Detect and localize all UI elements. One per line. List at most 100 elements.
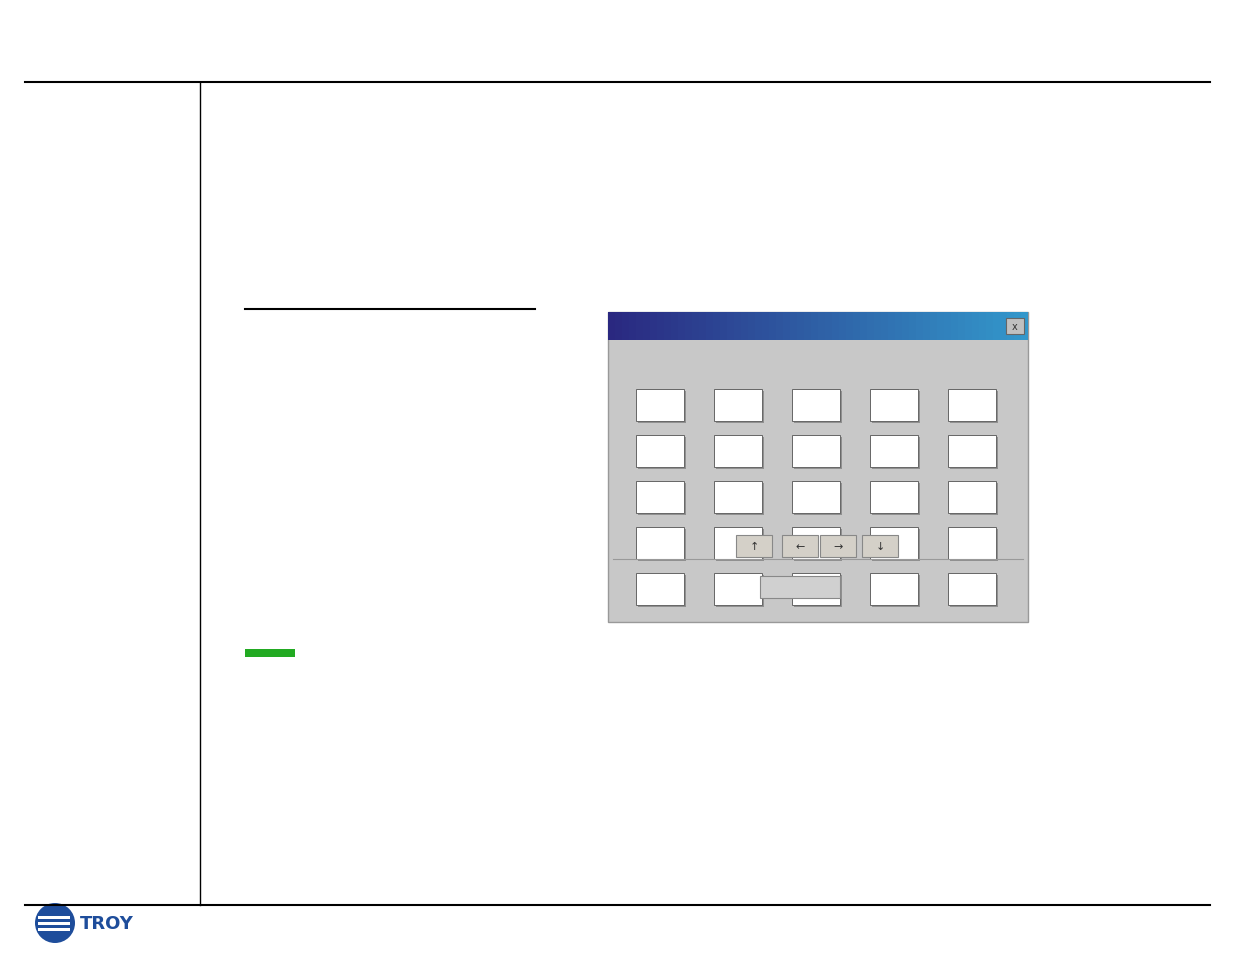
- Bar: [716, 392, 764, 423]
- Bar: [638, 483, 685, 516]
- Bar: [608, 313, 615, 340]
- Bar: [622, 313, 629, 340]
- Bar: [762, 313, 769, 340]
- Bar: [245, 649, 295, 658]
- Bar: [714, 574, 762, 605]
- Bar: [948, 481, 995, 514]
- Bar: [714, 436, 762, 468]
- Bar: [716, 576, 764, 607]
- Bar: [869, 436, 918, 468]
- Bar: [820, 536, 856, 558]
- Bar: [832, 313, 839, 340]
- Bar: [671, 313, 678, 340]
- Bar: [951, 313, 958, 340]
- Bar: [818, 313, 825, 340]
- Bar: [769, 313, 776, 340]
- Bar: [38, 916, 70, 919]
- Bar: [872, 437, 920, 470]
- Bar: [699, 313, 706, 340]
- Bar: [888, 313, 895, 340]
- Bar: [872, 483, 920, 516]
- Bar: [958, 313, 965, 340]
- Text: ↑: ↑: [750, 541, 758, 552]
- Bar: [716, 437, 764, 470]
- Bar: [636, 436, 684, 468]
- Bar: [714, 390, 762, 421]
- Bar: [950, 530, 998, 561]
- Bar: [804, 313, 811, 340]
- Bar: [713, 313, 720, 340]
- Bar: [869, 390, 918, 421]
- Bar: [790, 313, 797, 340]
- Bar: [755, 313, 762, 340]
- Bar: [748, 313, 755, 340]
- Bar: [1014, 313, 1021, 340]
- Bar: [760, 577, 840, 598]
- Bar: [979, 313, 986, 340]
- Bar: [965, 313, 972, 340]
- Bar: [872, 576, 920, 607]
- Bar: [948, 390, 995, 421]
- Bar: [776, 313, 783, 340]
- Bar: [794, 437, 842, 470]
- Bar: [948, 436, 995, 468]
- Bar: [650, 313, 657, 340]
- Bar: [608, 313, 1028, 622]
- Bar: [937, 313, 944, 340]
- Bar: [862, 536, 898, 558]
- Bar: [839, 313, 846, 340]
- Bar: [678, 313, 685, 340]
- Bar: [916, 313, 923, 340]
- Bar: [636, 527, 684, 559]
- Bar: [846, 313, 853, 340]
- Bar: [794, 576, 842, 607]
- Bar: [615, 313, 622, 340]
- Bar: [792, 436, 840, 468]
- Bar: [38, 922, 70, 924]
- Bar: [636, 313, 643, 340]
- Bar: [923, 313, 930, 340]
- Bar: [950, 392, 998, 423]
- Circle shape: [35, 903, 75, 943]
- Bar: [783, 313, 790, 340]
- Bar: [986, 313, 993, 340]
- Bar: [657, 313, 664, 340]
- Bar: [1007, 318, 1024, 335]
- Bar: [638, 530, 685, 561]
- Text: TROY: TROY: [80, 914, 133, 932]
- Bar: [792, 481, 840, 514]
- Bar: [869, 481, 918, 514]
- Bar: [869, 527, 918, 559]
- Bar: [993, 313, 1000, 340]
- Bar: [874, 313, 881, 340]
- Bar: [930, 313, 937, 340]
- Bar: [685, 313, 692, 340]
- Bar: [716, 530, 764, 561]
- Bar: [734, 313, 741, 340]
- Bar: [794, 392, 842, 423]
- Bar: [692, 313, 699, 340]
- Bar: [950, 437, 998, 470]
- Bar: [794, 530, 842, 561]
- Bar: [629, 313, 636, 340]
- Bar: [867, 313, 874, 340]
- Bar: [1021, 313, 1028, 340]
- Bar: [792, 390, 840, 421]
- Bar: [797, 313, 804, 340]
- Bar: [720, 313, 727, 340]
- Bar: [638, 392, 685, 423]
- Bar: [895, 313, 902, 340]
- Bar: [741, 313, 748, 340]
- Bar: [881, 313, 888, 340]
- Text: →: →: [834, 541, 842, 552]
- Bar: [872, 530, 920, 561]
- Bar: [909, 313, 916, 340]
- Bar: [727, 313, 734, 340]
- Bar: [792, 527, 840, 559]
- Bar: [860, 313, 867, 340]
- Bar: [872, 392, 920, 423]
- Bar: [664, 313, 671, 340]
- Bar: [825, 313, 832, 340]
- Text: x: x: [1013, 322, 1018, 332]
- Bar: [869, 574, 918, 605]
